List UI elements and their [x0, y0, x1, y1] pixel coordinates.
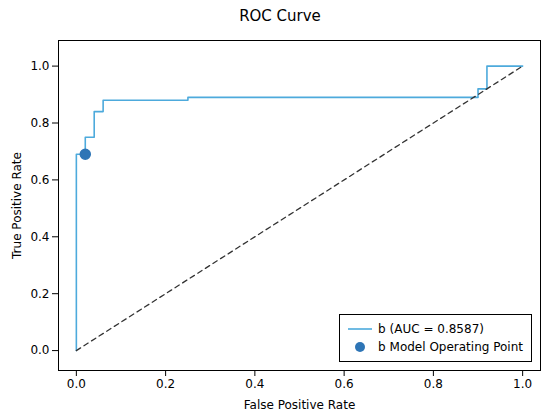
svg-text:0.6: 0.6: [335, 377, 354, 391]
svg-text:0.4: 0.4: [245, 377, 264, 391]
svg-text:0.4: 0.4: [30, 230, 49, 244]
svg-text:0.6: 0.6: [30, 173, 49, 187]
svg-text:0.8: 0.8: [30, 116, 49, 130]
html-text:b Model Operating Point: b Model Operating Point: [378, 340, 523, 354]
svg-text:1.0: 1.0: [30, 59, 49, 73]
svg-text:0.0: 0.0: [30, 343, 49, 357]
svg-text:True Positive Rate: True Positive Rate: [10, 152, 24, 260]
svg-text:0.0: 0.0: [67, 377, 86, 391]
html-text:ROC Curve: ROC Curve: [239, 7, 321, 25]
svg-text:1.0: 1.0: [513, 377, 532, 391]
html-text:b (AUC = 0.8587): b (AUC = 0.8587): [378, 322, 484, 336]
svg-text:0.2: 0.2: [156, 377, 175, 391]
svg-text:0.8: 0.8: [424, 377, 443, 391]
svg-text:0.2: 0.2: [30, 287, 49, 301]
svg-text:False Positive Rate: False Positive Rate: [244, 398, 356, 412]
